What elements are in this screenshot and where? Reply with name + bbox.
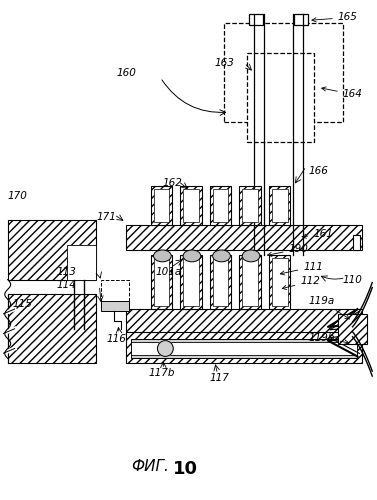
Bar (67, 245, 97, 280)
Bar (213, 258, 228, 306)
Text: 10: 10 (173, 460, 198, 477)
Text: 114: 114 (57, 280, 77, 290)
Text: 171: 171 (97, 212, 116, 222)
Bar (213, 258, 228, 306)
Bar (242, 258, 258, 306)
Bar (183, 258, 199, 306)
Bar (131, 338, 357, 358)
Bar (8, 220, 97, 280)
Bar (247, 53, 314, 142)
Text: ФИГ.: ФИГ. (132, 460, 170, 474)
Ellipse shape (183, 250, 201, 262)
Text: 115: 115 (13, 299, 32, 309)
Bar (242, 189, 258, 222)
Text: 170: 170 (8, 191, 28, 201)
Bar (224, 24, 343, 122)
Bar (153, 258, 169, 306)
Bar (180, 255, 202, 309)
Bar (242, 189, 258, 222)
Bar (126, 309, 362, 334)
Bar (210, 255, 231, 309)
Bar (352, 235, 360, 250)
Bar (294, 14, 308, 26)
Bar (101, 301, 129, 311)
Bar (239, 186, 261, 226)
Text: 190: 190 (268, 244, 308, 256)
Text: 161: 161 (302, 229, 333, 239)
Text: 101a: 101a (155, 266, 182, 276)
Bar (269, 255, 290, 309)
Bar (272, 189, 288, 222)
Bar (150, 255, 172, 309)
Text: 164: 164 (322, 87, 363, 100)
Bar (180, 186, 202, 226)
Bar (338, 314, 367, 344)
Text: 119a: 119a (308, 296, 349, 319)
Bar (183, 189, 199, 222)
Text: 119b: 119b (308, 332, 349, 344)
Bar (8, 294, 97, 364)
Ellipse shape (242, 250, 260, 262)
Text: 110: 110 (343, 274, 363, 284)
Bar (272, 258, 288, 306)
Bar (150, 186, 172, 226)
Text: 113: 113 (57, 266, 77, 276)
Ellipse shape (213, 250, 230, 262)
Bar (153, 189, 169, 222)
Bar (153, 258, 169, 306)
Bar (213, 189, 228, 222)
Bar (183, 258, 199, 306)
Bar (239, 255, 261, 309)
Bar (213, 189, 228, 222)
Text: 112: 112 (282, 276, 320, 289)
Bar (269, 186, 290, 226)
Text: 160: 160 (116, 68, 136, 78)
Text: 162: 162 (162, 178, 182, 188)
Bar (101, 280, 129, 304)
Text: 166: 166 (308, 166, 328, 176)
Bar (131, 342, 357, 355)
Bar (272, 258, 288, 306)
Text: 117b: 117b (149, 368, 175, 378)
Text: 163: 163 (215, 58, 234, 68)
Text: 116: 116 (106, 334, 126, 344)
Bar (153, 189, 169, 222)
Text: 111: 111 (280, 262, 323, 275)
Bar (67, 245, 97, 280)
Bar (126, 226, 362, 250)
Bar (183, 189, 199, 222)
Bar (210, 186, 231, 226)
Bar (126, 332, 362, 364)
Ellipse shape (153, 250, 171, 262)
Bar (249, 14, 263, 26)
Circle shape (158, 340, 173, 356)
Bar (272, 189, 288, 222)
Text: 117: 117 (210, 373, 230, 383)
Text: 165: 165 (312, 12, 358, 22)
Bar (242, 258, 258, 306)
